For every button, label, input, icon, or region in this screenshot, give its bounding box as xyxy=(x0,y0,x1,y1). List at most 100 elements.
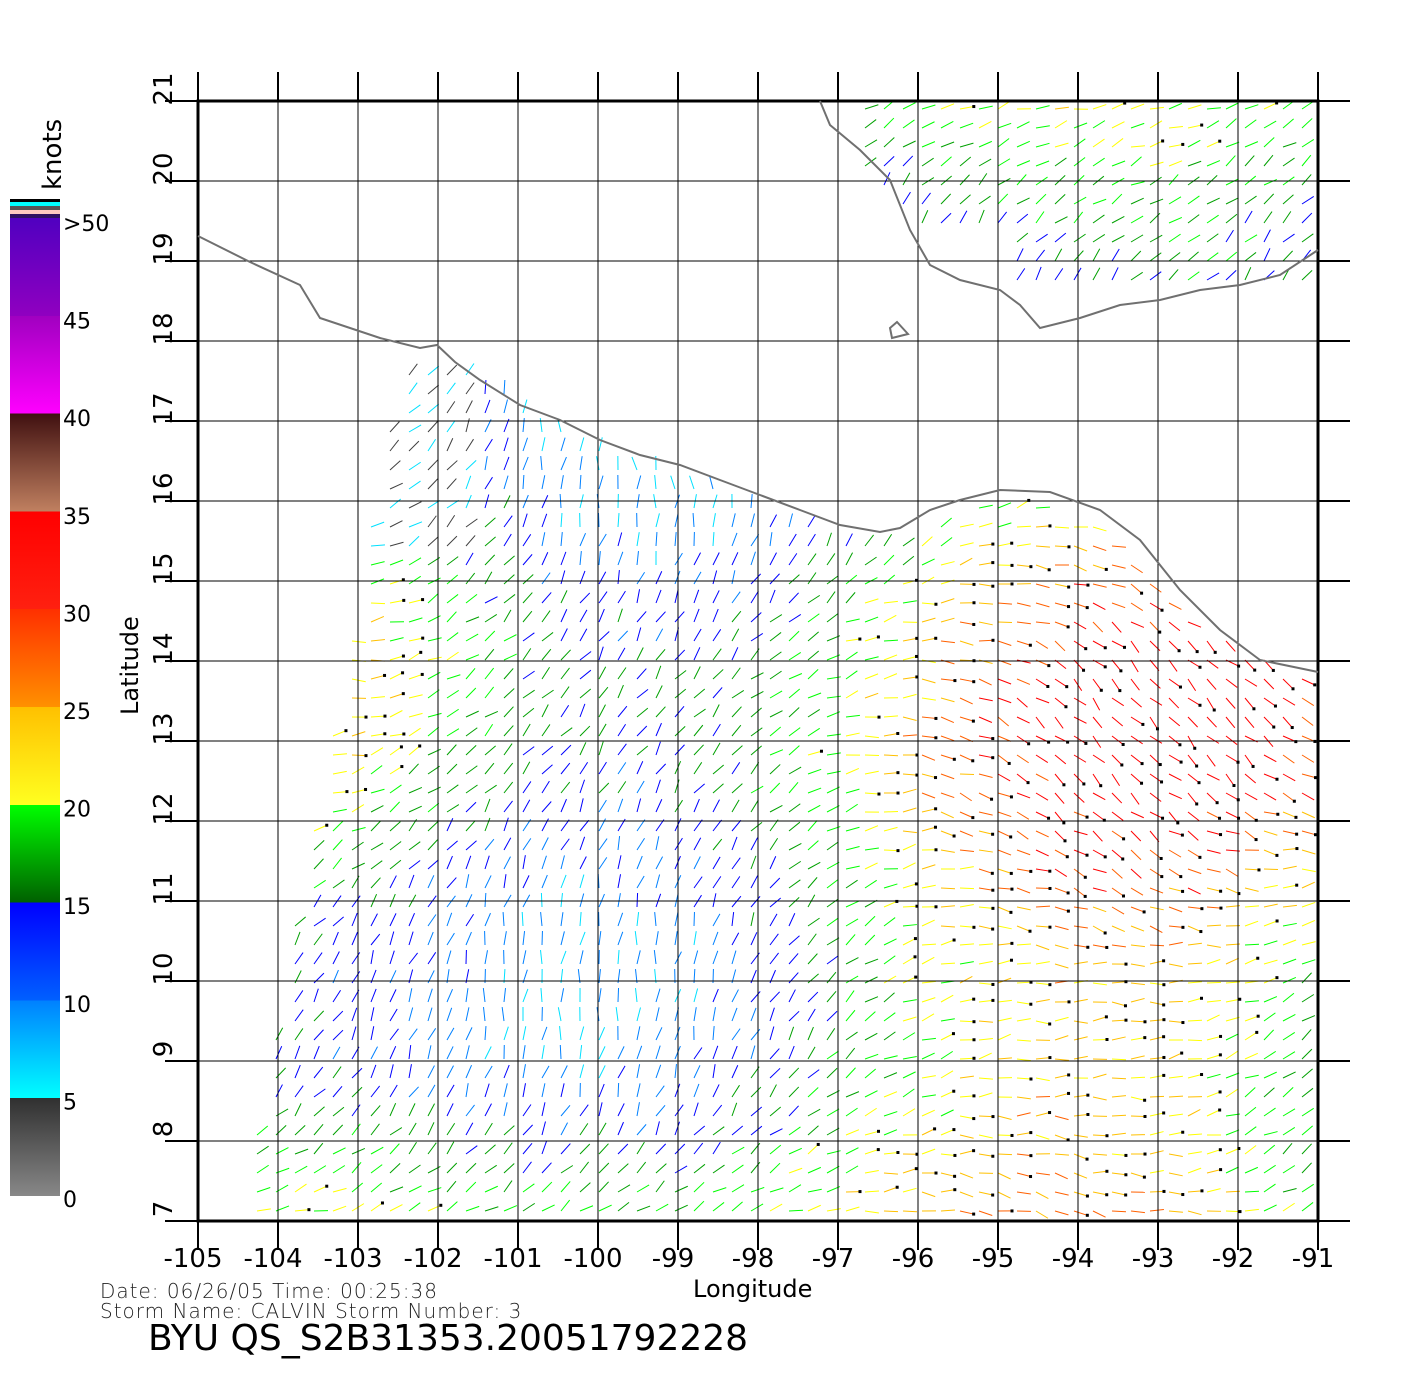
vector-head xyxy=(1086,945,1090,949)
wind-vector xyxy=(1092,1191,1107,1196)
wind-vector xyxy=(940,103,955,110)
wind-vector xyxy=(503,725,514,737)
wind-vector xyxy=(408,1202,421,1212)
wind-vector xyxy=(693,1065,701,1079)
wind-vector xyxy=(693,837,702,851)
wind-vector xyxy=(1168,216,1183,224)
wind-vector xyxy=(617,647,626,661)
wind-vector xyxy=(689,475,695,490)
wind-vector xyxy=(845,670,858,680)
colorbar xyxy=(10,199,60,1196)
wind-vector xyxy=(845,690,859,699)
wind-vector xyxy=(674,1083,681,1098)
wind-vector xyxy=(902,976,916,984)
wind-vector xyxy=(1206,1054,1221,1060)
wind-vector xyxy=(750,1086,762,1098)
wind-vector xyxy=(978,735,993,740)
wind-vector xyxy=(712,1202,725,1212)
wind-vector xyxy=(446,594,459,604)
wind-vector xyxy=(370,1085,381,1098)
wind-vector xyxy=(997,211,1008,224)
wind-vector xyxy=(1073,1113,1088,1117)
wind-vector xyxy=(503,515,513,528)
wind-vector xyxy=(1130,944,1145,948)
wind-vector xyxy=(503,688,515,699)
wind-vector xyxy=(826,1028,836,1041)
wind-vector xyxy=(674,1026,681,1041)
wind-vector xyxy=(978,849,993,853)
vector-head xyxy=(1273,704,1277,708)
wind-vector xyxy=(408,1086,419,1098)
wind-vector xyxy=(1149,640,1161,652)
wind-vector xyxy=(617,551,624,566)
wind-vector xyxy=(712,570,718,585)
wind-vector xyxy=(1263,1131,1278,1136)
wind-vector xyxy=(1244,119,1257,129)
wind-vector xyxy=(1206,697,1215,711)
wind-vector xyxy=(617,684,624,699)
wind-vector xyxy=(332,753,347,756)
wind-vector xyxy=(1263,830,1278,836)
wind-vector xyxy=(1149,1150,1164,1155)
wind-vector xyxy=(997,942,1012,946)
wind-vector xyxy=(1035,249,1045,262)
vector-head xyxy=(972,1212,976,1216)
wind-vector xyxy=(1149,735,1163,744)
wind-vector xyxy=(370,639,385,642)
wind-vector xyxy=(1301,1029,1312,1041)
wind-vector xyxy=(465,874,470,889)
wind-vector xyxy=(807,917,820,927)
vector-head xyxy=(972,1020,976,1024)
vector-head xyxy=(1067,605,1071,609)
wind-vector xyxy=(674,1204,688,1212)
wind-vector xyxy=(522,1161,532,1174)
vector-head xyxy=(399,745,403,749)
wind-vector xyxy=(275,1046,283,1060)
wind-vector xyxy=(1263,1144,1276,1155)
wind-vector xyxy=(921,637,936,642)
wind-vector xyxy=(788,860,802,870)
wind-vector xyxy=(769,805,783,813)
wind-vector xyxy=(1035,961,1050,965)
wind-vector xyxy=(1130,1076,1146,1079)
wind-vector xyxy=(313,1165,327,1174)
vector-head xyxy=(1181,1193,1185,1197)
wind-vector xyxy=(1111,1114,1127,1117)
wind-vector xyxy=(617,950,620,965)
wind-vector xyxy=(560,798,567,813)
wind-vector xyxy=(579,532,587,547)
wind-vector xyxy=(921,157,934,167)
wind-vector xyxy=(1282,194,1294,205)
wind-vector xyxy=(1016,197,1030,205)
wind-vector xyxy=(1054,1092,1069,1098)
wind-vector xyxy=(712,893,717,908)
wind-vector xyxy=(1301,269,1313,281)
wind-vector xyxy=(769,913,778,927)
wind-vector xyxy=(370,913,378,927)
wind-vector xyxy=(1073,1036,1088,1041)
wind-vector xyxy=(560,551,567,566)
wind-vector xyxy=(883,900,898,908)
wind-vector xyxy=(1187,621,1202,628)
wind-vector xyxy=(636,1102,640,1117)
vector-head xyxy=(972,105,976,109)
wind-vector xyxy=(1035,1191,1049,1200)
wind-vector xyxy=(1168,233,1181,243)
wind-vector xyxy=(921,792,936,799)
wind-vector xyxy=(1187,997,1202,1003)
wind-vector xyxy=(484,950,488,965)
wind-vector xyxy=(446,438,454,452)
wind-vector xyxy=(560,1165,574,1174)
wind-vector xyxy=(788,651,802,661)
wind-vector xyxy=(921,773,936,779)
wind-vector xyxy=(1187,887,1201,895)
wind-vector xyxy=(1111,1132,1126,1136)
wind-vector xyxy=(579,688,592,699)
wind-vector xyxy=(902,172,911,186)
vector-head xyxy=(1275,919,1279,923)
wind-vector xyxy=(1016,602,1031,607)
wind-vector xyxy=(1073,1094,1088,1098)
wind-vector xyxy=(1130,640,1140,653)
wind-vector xyxy=(503,1102,508,1117)
wind-vector xyxy=(1244,1190,1260,1193)
